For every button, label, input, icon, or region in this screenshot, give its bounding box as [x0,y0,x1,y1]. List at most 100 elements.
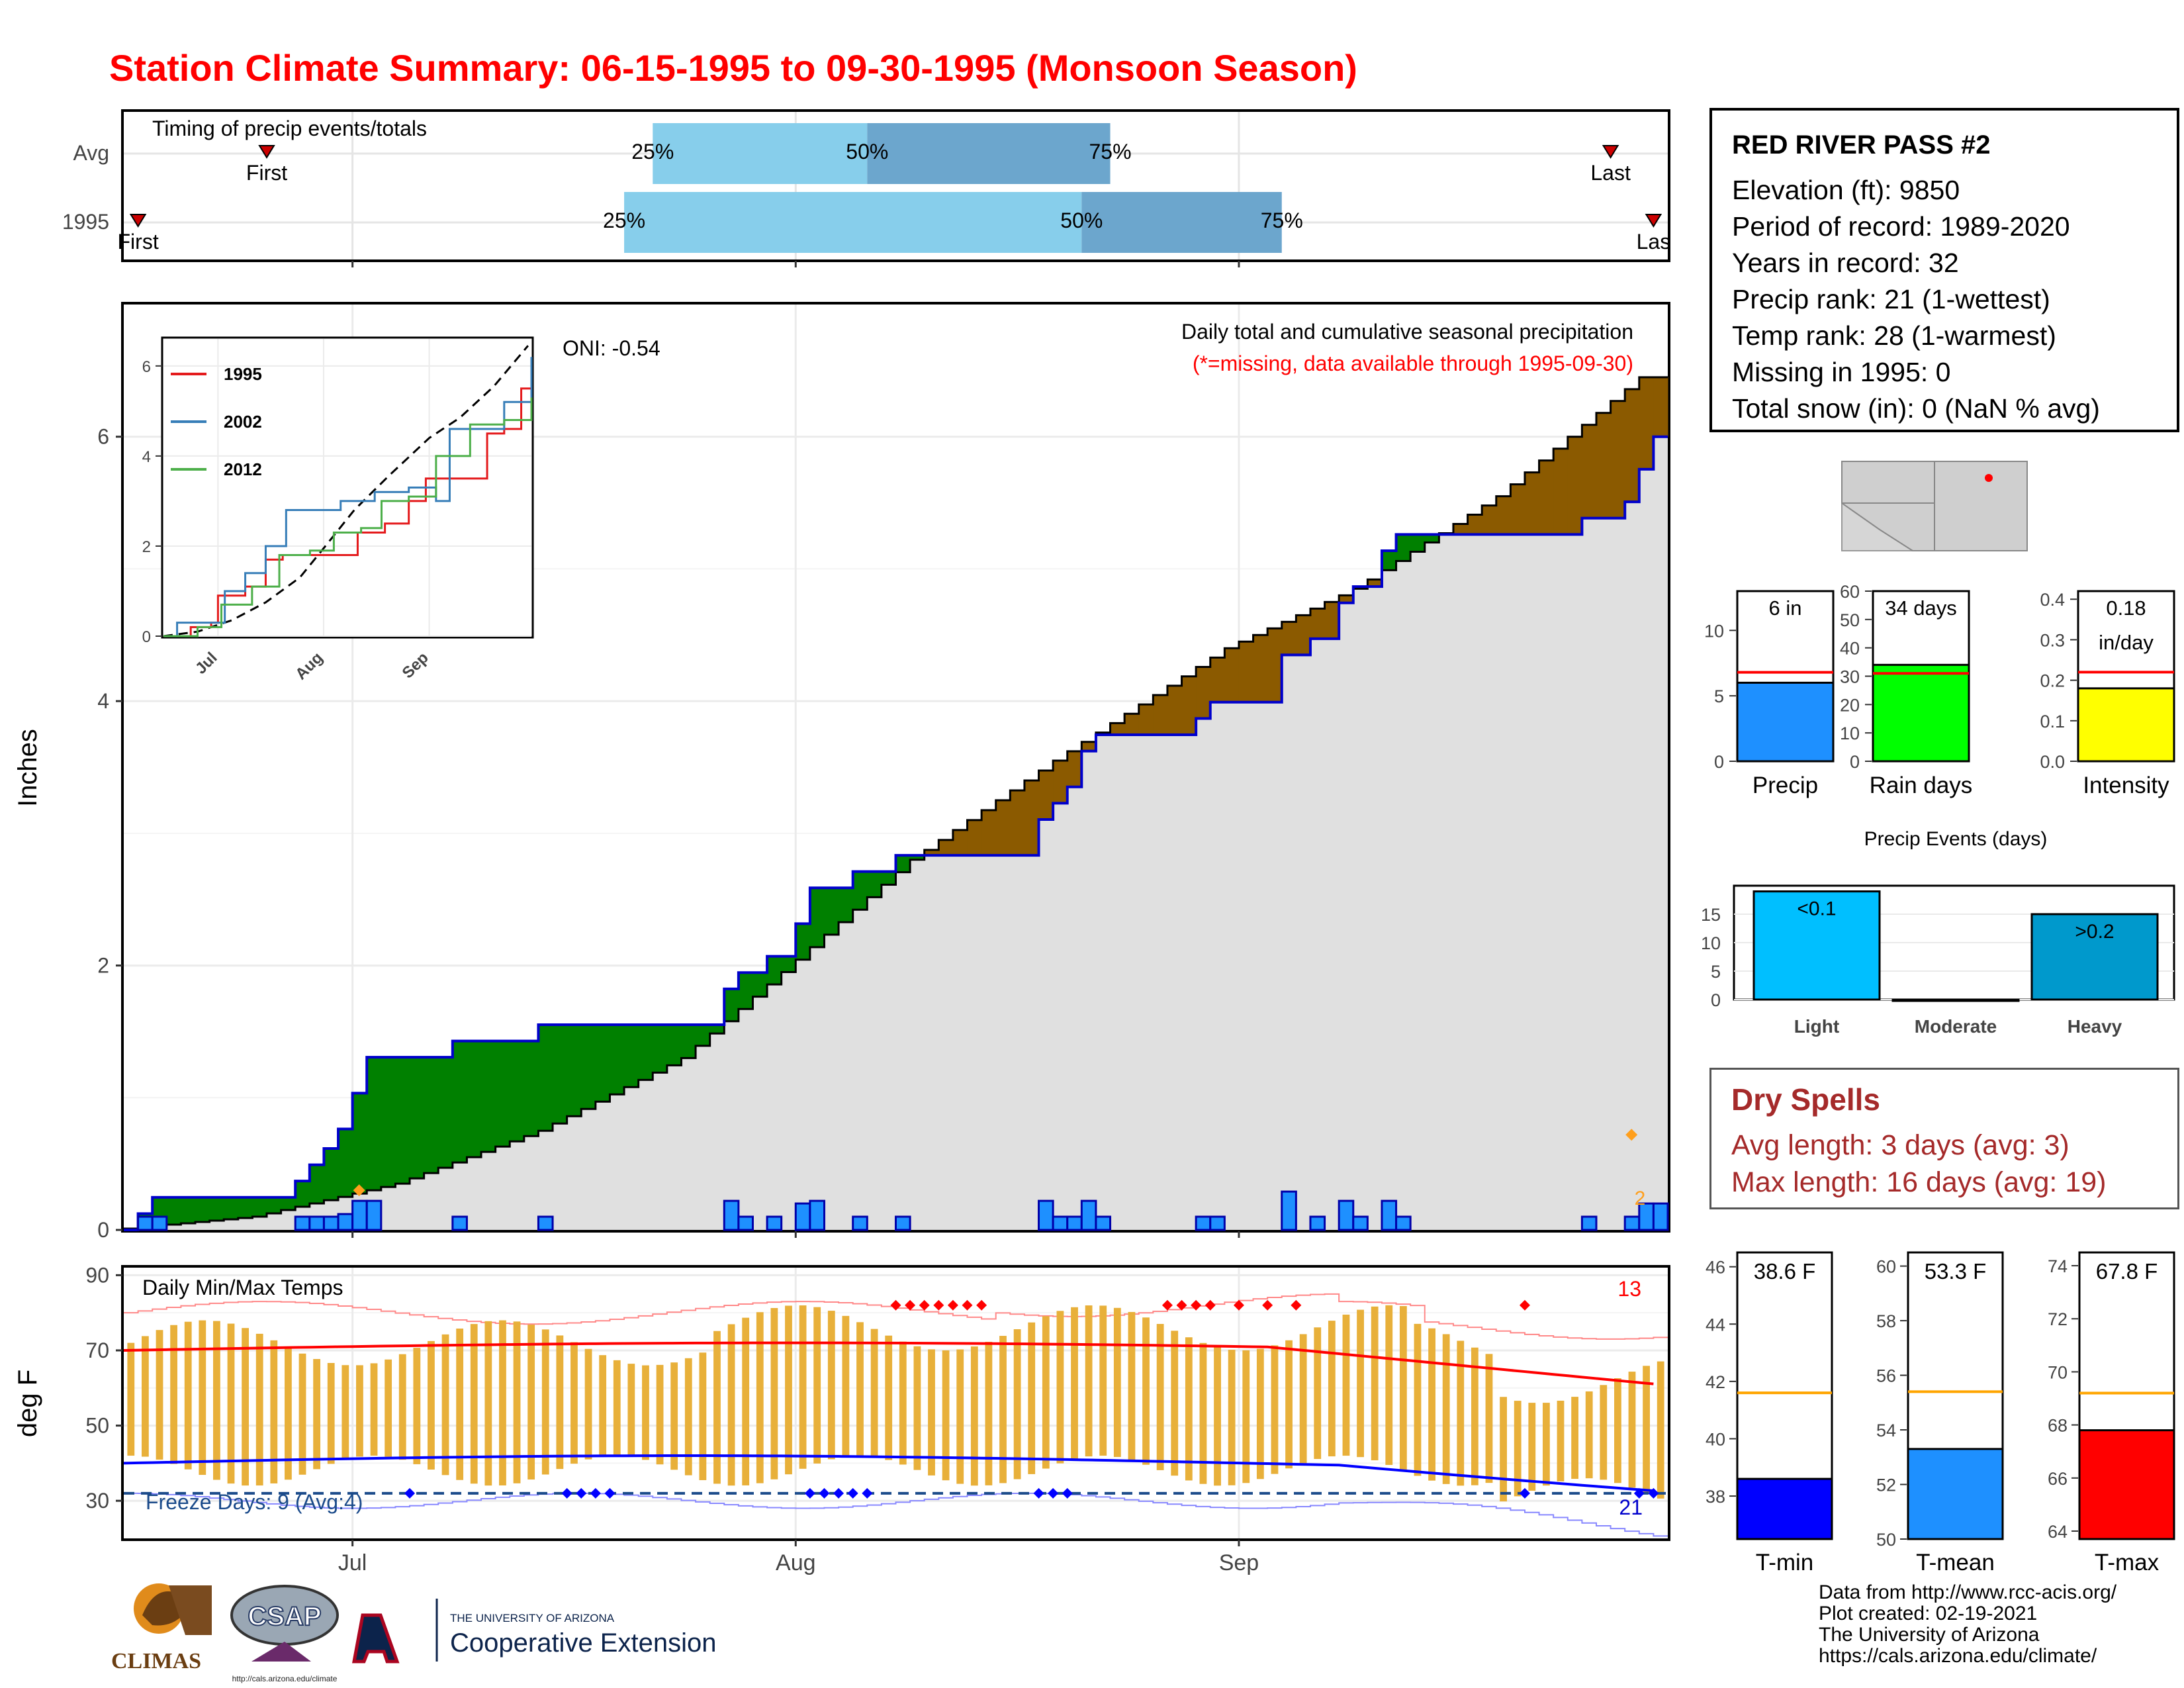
timing-q50-label: 50% [1060,209,1103,232]
station-marker [1985,474,1993,482]
ua-logo: THE UNIVERSITY OF ARIZONA Cooperative Ex… [351,1599,716,1664]
daily-precip-bar [537,1215,554,1231]
record-low-marker [576,1487,587,1499]
summary-label: Intensity [2083,773,2169,798]
daily-precip-bar [737,1215,754,1231]
precip-ytick-label: 0 [97,1218,109,1242]
daily-temp-bar [928,1349,935,1476]
timing-q50-label: 50% [846,140,888,164]
temp-summary-ytick-label: 46 [1706,1258,1725,1278]
surplus-fill [181,1197,196,1224]
daily-temp-bar [456,1329,464,1480]
daily-temp-bar [727,1324,735,1486]
daily-temp-bar [627,1364,635,1457]
daily-temp-bar [1099,1305,1107,1456]
daily-temp-bar [1500,1397,1507,1502]
record-low-marker [819,1487,830,1499]
daily-precip-bar [1623,1215,1641,1231]
daily-precip-bar [723,1199,740,1231]
daily-precip-bar [1195,1215,1212,1231]
summary-value-label: 0.18 [2106,596,2146,620]
daily-temp-bar [899,1341,907,1465]
summary-ytick-label: 5 [1714,686,1724,706]
first-event-label: First [118,230,159,254]
summary-ytick-label: 0.3 [2040,630,2065,650]
surplus-fill [352,1093,367,1194]
inset-frame [161,336,534,639]
events-bar [1752,890,1881,1001]
record-low-marker [847,1487,858,1499]
station-name: RED RIVER PASS #2 [1732,130,1991,160]
record-high-marker [1176,1299,1187,1311]
oni-value: ONI: -0.54 [563,336,660,360]
record-high-marker [1191,1299,1202,1311]
inset-legend-label: 2012 [224,459,262,479]
station-line: Period of record: 1989-2020 [1732,211,2070,242]
daily-temp-bar [385,1359,392,1457]
daily-temp-bar [1457,1340,1465,1486]
temp-summary-label: T-mean [1916,1550,1995,1575]
temp-summary-ytick-label: 74 [2048,1256,2068,1276]
surplus-fill [839,888,854,923]
daily-temp-bar [642,1365,649,1460]
daily-temp-bar [142,1336,149,1457]
daily-temp-bar [856,1322,864,1456]
inset-line-2012 [163,397,533,637]
deficit-fill [1296,615,1311,655]
credit-line: Plot created: 02-19-2021 [1819,1603,2038,1624]
surplus-fill [610,1024,625,1095]
daily-temp-bar [1056,1311,1064,1464]
temp-summary-ytick-label: 58 [1876,1311,1896,1331]
record-low-marker [561,1487,572,1499]
deficit-fill [1510,484,1525,535]
temp-summary-ytick-label: 70 [2048,1362,2068,1382]
credit-line: The University of Arizona [1819,1624,2040,1646]
events-category-label: Light [1794,1016,1839,1037]
deficit-fill [1482,505,1497,535]
temp-summary-bar [1907,1448,2004,1540]
events-bar-label: <0.1 [1797,898,1836,920]
temp-ytick-label: 50 [85,1414,109,1438]
daily-temp-bar [1271,1345,1279,1474]
daily-temp-bar [1471,1347,1479,1485]
page-title: Station Climate Summary: 06-15-1995 to 0… [109,47,1357,89]
daily-temp-bar [1428,1328,1435,1481]
daily-temp-bar [1643,1366,1650,1493]
summary-ytick-label: 10 [1704,621,1724,641]
precip-bar-label: 2 [1635,1188,1646,1209]
surplus-fill [338,1129,353,1197]
deficit-fill [1238,641,1254,702]
surplus-fill [796,923,811,960]
deficit-fill [1024,780,1040,856]
daily-temp-bar [942,1350,950,1481]
record-high-marker [1161,1299,1173,1311]
station-line: Precip rank: 21 (1-wettest) [1732,284,2050,314]
climas-logo: CLIMAS [111,1583,212,1673]
daily-temp-bar [1328,1321,1336,1457]
daily-temp-bar [341,1365,349,1460]
temp-summary-ytick-label: 54 [1876,1421,1896,1440]
surplus-fill [910,855,925,860]
inset-ytick-label: 4 [142,448,151,466]
deficit-fill [1582,424,1597,518]
temp-summary-value-label: 67.8 F [2096,1259,2158,1284]
deficit-fill [1496,496,1511,535]
record-low-marker [1648,1487,1659,1499]
daily-precip-bar [1352,1215,1369,1231]
daily-temp-bar [1299,1334,1307,1464]
inset-ytick-label: 0 [142,628,151,646]
summary-ytick-label: 0.0 [2040,752,2065,772]
record-high-marker [1519,1299,1530,1311]
timing-q75-label: 75% [1261,209,1303,232]
dry-spells-title: Dry Spells [1731,1082,1880,1117]
temp-ylabel: deg F [13,1370,42,1437]
csap-logo: CSAP http://cals.arizona.edu/climate [230,1585,339,1683]
daily-precip-bar [794,1202,811,1231]
hot-count: 13 [1617,1277,1641,1301]
timing-q25-label: 25% [631,140,674,164]
deficit-fill [1453,524,1469,535]
inset-ytick-label: 2 [142,538,151,556]
deficit-fill [1053,761,1068,804]
summary-ytick-label: 10 [1840,724,1860,743]
station-line: Missing in 1995: 0 [1732,357,1951,387]
